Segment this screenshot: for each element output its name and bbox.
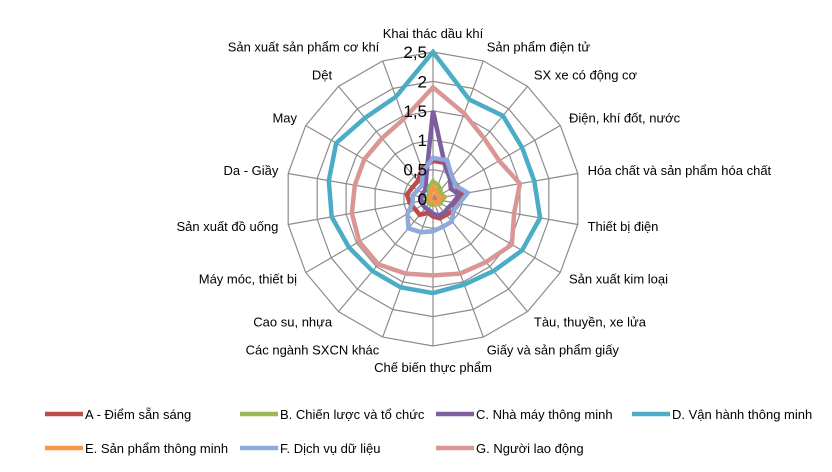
legend-label: E. Sản phẩm thông minh [85,441,228,456]
category-label: Tàu, thuyền, xe lửa [534,314,647,329]
legend-label: B. Chiến lược và tổ chức [280,407,425,422]
legend-label: C. Nhà máy thông minh [476,407,613,422]
radar-series [326,48,543,296]
grid-spoke [382,198,434,338]
grid-spoke [338,198,434,312]
category-label: Thiết bị điện [588,219,659,234]
category-label: Sản xuất sản phẩm cơ khí [228,40,380,55]
tick-label: 2,5 [403,43,427,62]
tick-label: 1 [418,131,427,150]
category-label: SX xe có động cơ [534,68,638,83]
category-label: Giấy và sản phẩm giấy [487,342,620,357]
category-label: Sản xuất kim loại [569,272,668,287]
category-label: Khai thác dầu khí [383,26,484,41]
series-line [424,178,449,208]
category-label: Hóa chất và sản phẩm hóa chất [588,163,772,178]
series-line [349,84,523,278]
tick-label: 0,5 [403,161,427,180]
category-label: Cao su, nhựa [253,314,333,329]
category-label: Dệt [312,68,333,83]
legend: A - Điểm sẵn sáng B. Chiến lược và tổ chứ… [45,407,812,456]
category-label: Da - Giầy [223,163,278,178]
grid-spoke [305,198,434,274]
series-line [326,48,543,296]
tick-label: 1,5 [403,102,427,121]
legend-label: F. Dịch vụ dữ liệu [280,441,380,456]
grid-spoke [432,60,484,200]
tick-label: 0 [418,190,427,209]
category-label: May [272,111,297,126]
grid-spoke [432,198,484,338]
series-line [405,155,472,235]
tick-label: 2 [418,72,427,91]
category-label: Sản xuất đồ uống [176,219,278,234]
category-label: Điện, khí đốt, nước [569,111,681,126]
legend-label: G. Người lao động [476,441,584,456]
category-label: Các ngành SXCN khác [246,342,380,357]
series-line [427,182,447,207]
radar-ticks: 0 0,5 1 1,5 2 2,5 [403,43,427,209]
grid-spoke [432,198,528,312]
legend-label: D. Vận hành thông minh [672,407,812,422]
legend-label: A - Điểm sẵn sáng [85,407,191,422]
category-label: Sản phẩm điện tử [487,40,591,55]
category-label: Chế biến thực phẩm [374,360,492,375]
category-label: Máy móc, thiết bị [199,272,297,287]
series-line [419,110,463,219]
